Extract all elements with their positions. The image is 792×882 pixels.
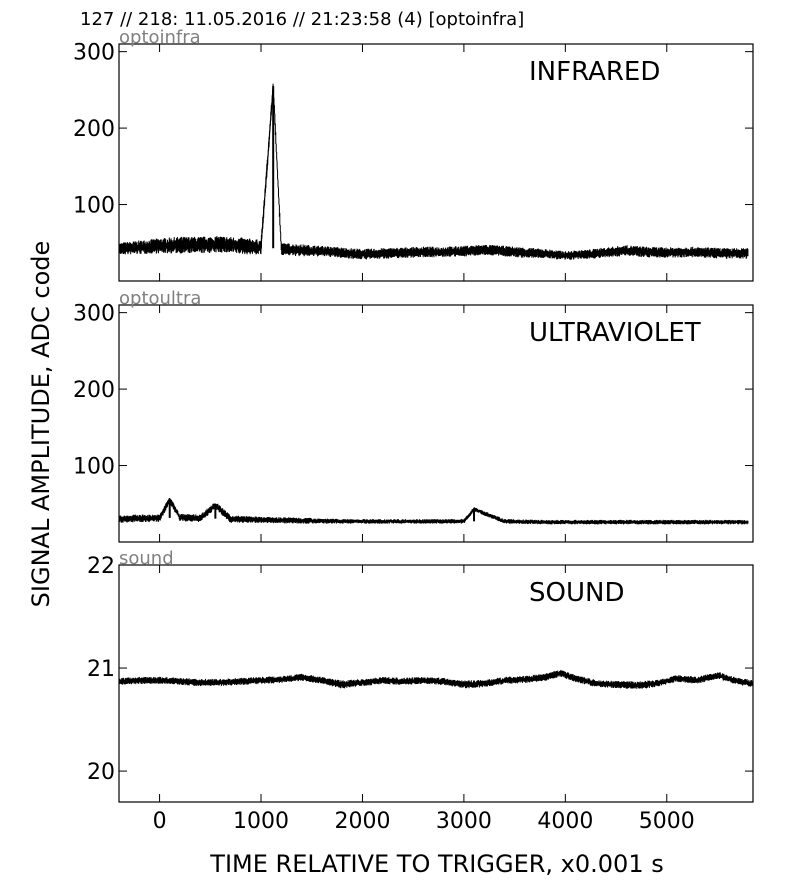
x-tick-label: 2000: [334, 809, 390, 834]
y-axis-label: SIGNAL AMPLITUDE, ADC code: [27, 241, 55, 608]
panel-label: ULTRAVIOLET: [529, 318, 701, 348]
channel-name: optoinfra: [119, 27, 201, 48]
y-tick-label: 300: [73, 41, 115, 66]
x-tick-label: 1000: [233, 809, 289, 834]
y-tick-label: 200: [73, 378, 115, 403]
plot-frame: [118, 304, 754, 543]
y-tick-label: 21: [87, 657, 115, 682]
x-tick-label: 4000: [537, 809, 593, 834]
y-tick-label: 22: [87, 554, 115, 579]
chart-panel-optoultra: optoultra ULTRAVIOLET 100 200 300: [73, 288, 754, 543]
signal-trace: [118, 497, 749, 525]
y-tick-label: 300: [73, 302, 115, 327]
y-tick-label: 100: [73, 194, 115, 219]
chart-panels: optoinfraINFRARED100200300optoultraULTRA…: [73, 27, 754, 834]
x-tick-label: 3000: [436, 809, 492, 834]
chart-panel-sound: sound SOUND 20 21 22 0 1000 2000 3000 4000 5000: [87, 548, 754, 834]
plot-frame: [118, 43, 754, 282]
panel-label: INFRARED: [529, 57, 660, 87]
channel-name: sound: [119, 548, 174, 569]
x-tick-label: 5000: [639, 809, 695, 834]
channel-name: optoultra: [119, 288, 201, 309]
y-tick-label: 100: [73, 455, 115, 480]
x-tick-label: 0: [153, 809, 167, 834]
panel-label: SOUND: [529, 578, 624, 608]
chart-panel-optoinfra: optoinfra INFRARED 100 200 300: [73, 27, 754, 282]
signal-trace: [118, 669, 754, 689]
y-tick-label: 200: [73, 117, 115, 142]
x-axis-label: TIME RELATIVE TO TRIGGER, x0.001 s: [209, 850, 663, 878]
figure-title: 127 // 218: 11.05.2016 // 21:23:58 (4) […: [80, 9, 524, 30]
signal-trace: [118, 83, 749, 260]
y-tick-label: 20: [87, 760, 115, 785]
